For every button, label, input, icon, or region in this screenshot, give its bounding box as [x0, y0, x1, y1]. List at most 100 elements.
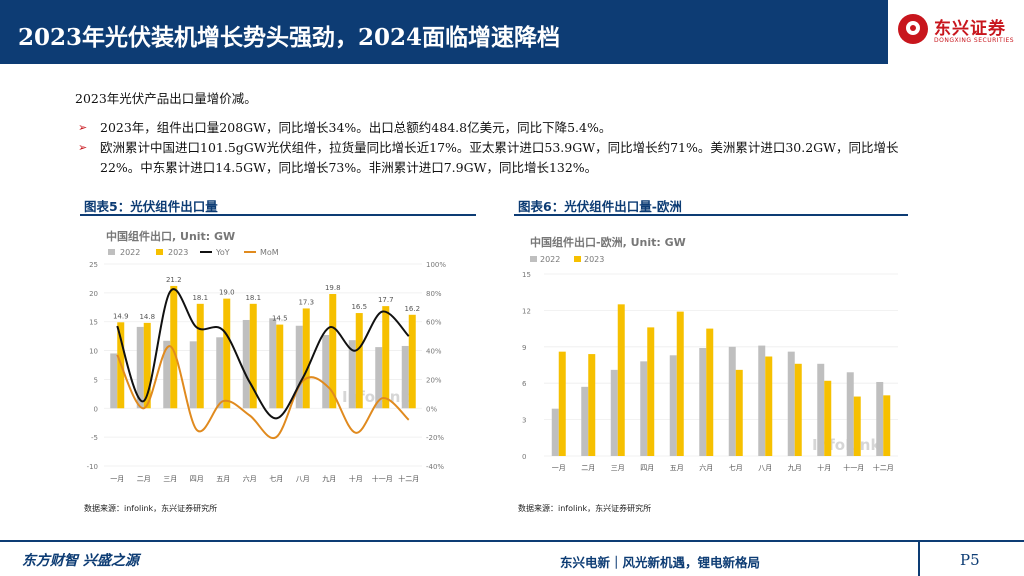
bar-2023 [794, 363, 802, 456]
bar-2022 [817, 363, 825, 456]
bar-2022 [348, 340, 356, 409]
bar-2023 [249, 303, 257, 409]
bar-2022 [728, 346, 736, 456]
x-tick-label: 八月 [758, 464, 772, 472]
bar-data-label: 14.9 [113, 312, 129, 320]
bar-2022 [669, 355, 677, 456]
bullet-text: 欧洲累计中国进口101.5gGW光伏组件，拉货量同比增长近17%。亚太累计进口5… [100, 140, 899, 175]
arrow-bullet-icon: ➢ [78, 141, 88, 154]
page-number: P5 [960, 551, 980, 569]
bar-2022 [295, 325, 303, 409]
y2-tick-label: -20% [426, 434, 444, 442]
bar-2023 [617, 304, 625, 456]
bar-data-label: 16.5 [351, 303, 367, 311]
x-tick-label: 二月 [137, 475, 151, 483]
yoy-line [116, 288, 410, 420]
legend-label: 2022 [120, 248, 140, 257]
page-title: 2023年光伏装机增长势头强劲，2024面临增速降档 [18, 24, 561, 51]
y-tick-label: 10 [89, 348, 98, 356]
left-source-note: 数据来源：infolink，东兴证券研究所 [84, 504, 218, 513]
header-bar: 2023年光伏装机增长势头强劲，2024面临增速降档 [0, 0, 888, 64]
bar-2022 [269, 318, 277, 409]
bar-2023 [170, 285, 178, 409]
legend-swatch [574, 256, 581, 262]
x-tick-label: 一月 [110, 475, 124, 483]
y2-tick-label: 60% [426, 319, 442, 327]
bar-2022 [610, 369, 618, 456]
bar-2022 [375, 347, 383, 409]
legend-swatch [156, 249, 163, 255]
logo-icon [898, 14, 928, 44]
bar-2023 [276, 324, 284, 409]
x-tick-label: 三月 [611, 464, 625, 472]
legend-label: 2022 [540, 255, 560, 264]
chart-title: 中国组件出口, Unit: GW [106, 229, 235, 243]
right-panel-rule [514, 214, 908, 216]
bar-2022 [846, 372, 854, 456]
y-tick-label: 20 [89, 290, 98, 298]
logo-text-en: DONGXING SECURITIES [934, 37, 1015, 44]
bar-2023 [824, 380, 832, 456]
x-tick-label: 五月 [216, 475, 230, 483]
bullet-item: ➢ 2023年，组件出口量208GW，同比增长34%。出口总额约484.8亿美元… [78, 118, 938, 138]
legend-label: 2023 [584, 255, 604, 264]
bar-2022 [551, 408, 559, 456]
bar-2023 [302, 308, 310, 409]
y-tick-label: 6 [522, 380, 527, 388]
bullet-item: ➢ 欧洲累计中国进口101.5gGW光伏组件，拉货量同比增长近17%。亚太累计进… [78, 138, 938, 178]
left-panel-title: 图表5：光伏组件出口量 [84, 199, 218, 214]
bar-2023 [355, 313, 363, 409]
bar-data-label: 16.2 [404, 305, 420, 313]
arrow-bullet-icon: ➢ [78, 121, 88, 134]
bar-2022 [110, 353, 118, 409]
bar-2022 [322, 334, 330, 409]
legend-label: MoM [260, 248, 279, 257]
bar-2023 [883, 395, 891, 456]
bar-2022 [581, 386, 589, 456]
bar-2023 [223, 298, 231, 409]
bar-data-label: 17.7 [378, 296, 394, 304]
bar-2022 [242, 319, 250, 409]
bullet-text: 2023年，组件出口量208GW，同比增长34%。出口总额约484.8亿美元，同… [100, 120, 612, 135]
intro-text: 2023年光伏产品出口量增价减。 [75, 91, 257, 106]
x-tick-label: 十一月 [372, 474, 393, 483]
footer-separator [918, 540, 920, 576]
bar-2022 [699, 348, 707, 456]
x-tick-label: 九月 [322, 474, 336, 483]
x-tick-label: 四月 [190, 475, 204, 483]
y-tick-label: 9 [522, 344, 526, 352]
y-tick-label: 0 [522, 453, 526, 461]
bar-2022 [876, 381, 884, 456]
y-tick-label: -10 [87, 463, 98, 471]
bar-2022 [758, 345, 766, 456]
company-logo: 东兴证券 DONGXING SECURITIES [888, 0, 1024, 64]
footer-rule [0, 540, 1024, 542]
bar-2023 [853, 396, 861, 456]
y2-tick-label: 100% [426, 261, 446, 269]
x-tick-label: 九月 [788, 463, 802, 472]
x-tick-label: 一月 [552, 464, 566, 472]
bar-2023 [329, 294, 337, 409]
footer-slogan: 东方财智 兴盛之源 [22, 553, 139, 569]
right-chart-frame: 中国组件出口-欧洲, Unit: GW 2022 2023 15 12 9 6 3 0 InfoL… [514, 218, 908, 496]
x-tick-label: 十月 [349, 474, 363, 483]
bar-2022 [163, 340, 171, 409]
right-panel-title: 图表6：光伏组件出口量-欧洲 [518, 199, 682, 214]
bar-2023 [408, 314, 416, 409]
y2-tick-label: -40% [426, 463, 444, 471]
y2-tick-label: 0% [426, 405, 437, 413]
y-tick-label: 0 [94, 405, 98, 413]
bar-2022 [401, 345, 409, 409]
bar-2023 [558, 351, 566, 456]
mom-line [116, 345, 410, 440]
x-tick-label: 十二月 [398, 474, 419, 483]
legend-swatch [530, 256, 537, 262]
x-tick-label: 三月 [163, 475, 177, 483]
y-tick-label: 12 [522, 307, 531, 315]
bar-2022 [189, 341, 197, 409]
logo-text-cn: 东兴证券 [934, 19, 1006, 39]
x-tick-label: 四月 [640, 464, 654, 472]
bar-data-label: 14.8 [139, 313, 155, 321]
y2-tick-label: 80% [426, 290, 442, 298]
